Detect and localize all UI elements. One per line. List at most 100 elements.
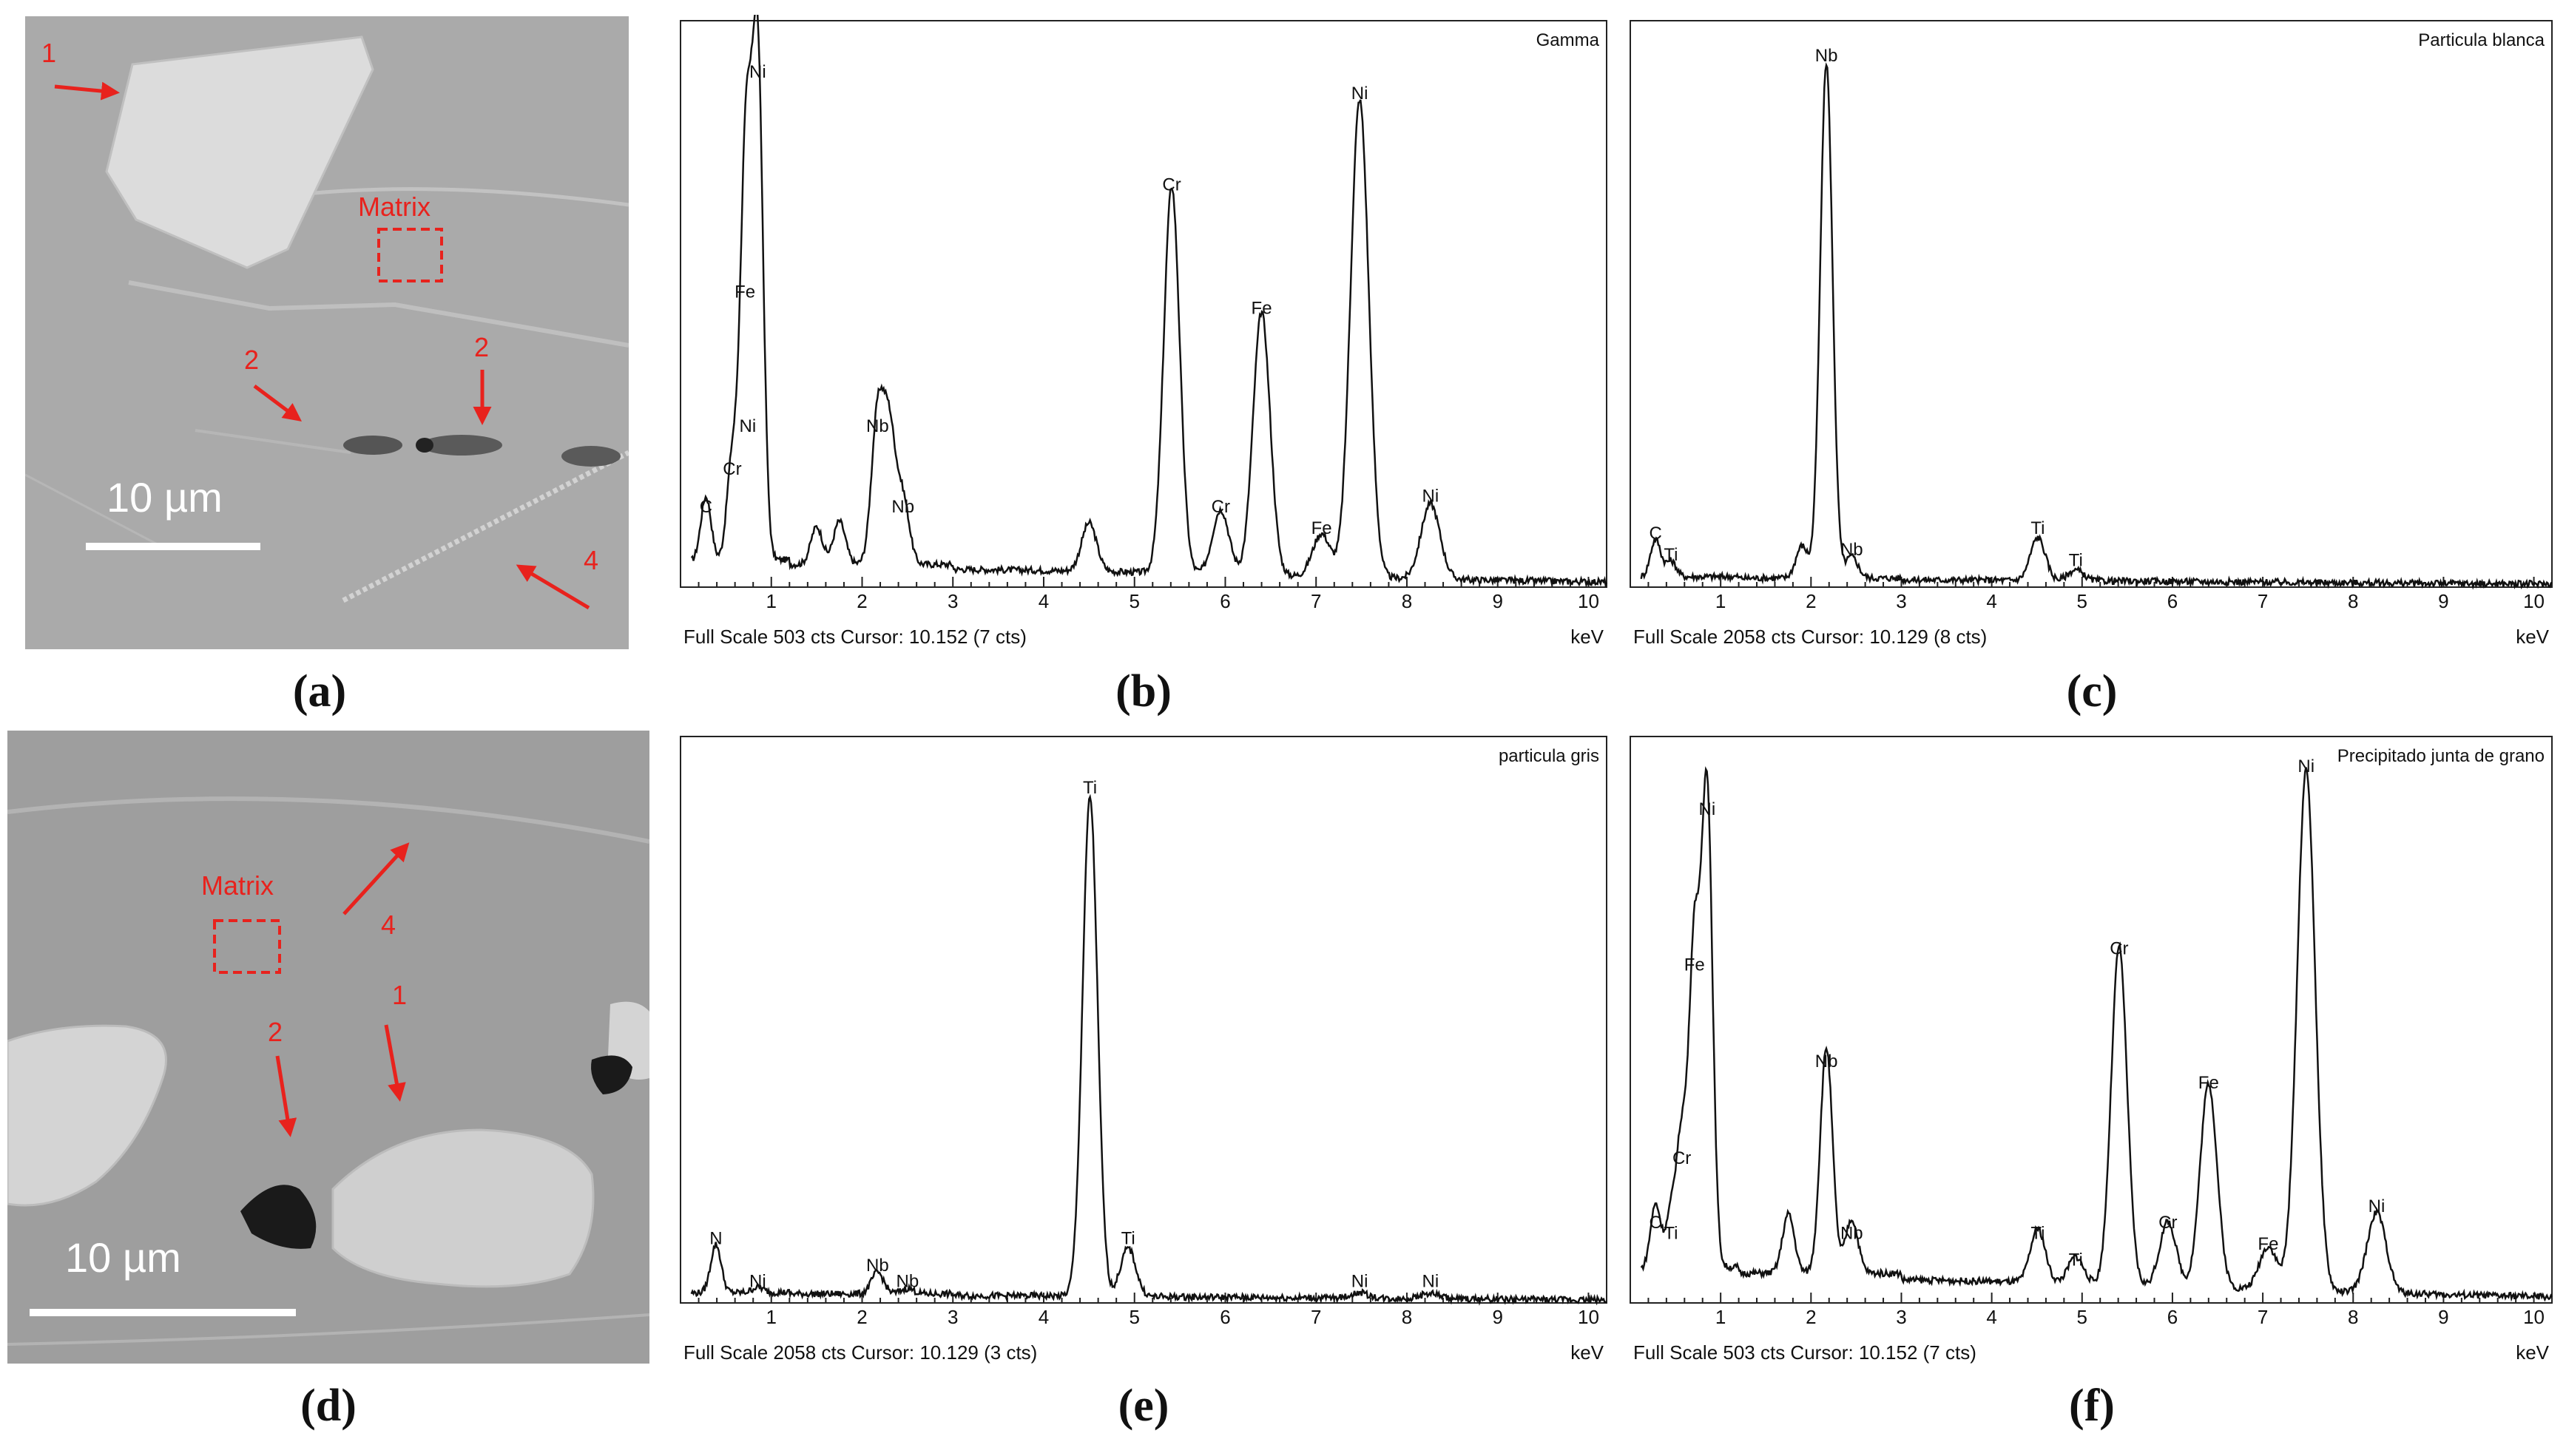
sem-a-dark-particle (343, 436, 402, 455)
peak-label: C (1650, 524, 1662, 544)
spectrum-footer: Full Scale 2058 cts Cursor: 10.129 (3 ct… (683, 1341, 1037, 1364)
sem-a-dark-particle (416, 438, 433, 453)
sem-d-scale-bar (30, 1309, 296, 1316)
peak-label: Ni (1698, 799, 1715, 819)
x-tick-label: 6 (2167, 590, 2178, 612)
spectrum-b: Gamma 1 2 3 4 5 6 7 8 9 10 Full Scale 503 cts Curso… (675, 4, 1613, 651)
x-tick-label: 10 (1578, 590, 1599, 612)
peak-label: Ti (2069, 1250, 2083, 1270)
sem-a-marker-1: 1 (41, 38, 56, 68)
x-tick-label: 8 (2348, 590, 2358, 612)
peak-label: Nb (897, 1272, 919, 1292)
peak-label: Nb (1840, 1223, 1863, 1243)
spectrum-line (690, 4, 1608, 589)
x-tick-label: 4 (1039, 590, 1049, 612)
peak-label: Ti (1121, 1229, 1135, 1249)
spectrum-footer: Full Scale 503 cts Cursor: 10.152 (7 cts… (683, 626, 1027, 648)
peak-label: C (700, 497, 712, 517)
peak-label: Cr (2158, 1213, 2177, 1233)
x-tick-label: 3 (948, 590, 958, 612)
x-tick-label: 1 (766, 590, 777, 612)
sem-d-white-particle (6, 1024, 167, 1207)
sem-a-grain-boundary (128, 280, 629, 348)
x-tick-label: 9 (1492, 590, 1502, 612)
peak-label: Ti (2069, 550, 2083, 570)
peak-label: Fe (2198, 1073, 2219, 1093)
spectrum-footer: Full Scale 2058 cts Cursor: 10.129 (8 ct… (1633, 626, 1987, 648)
x-tick-label: 2 (1806, 590, 1816, 612)
peak-label: C (1650, 1213, 1662, 1233)
peak-label: Nb (1815, 1052, 1838, 1071)
spectrum-line (1640, 62, 2553, 590)
sem-image-a-graphic: Matrix 1 2 2 4 10 µm (24, 16, 630, 649)
peak-label: Nb (1840, 540, 1863, 560)
plot-frame (1630, 20, 2553, 588)
sem-a-marker-2a: 2 (244, 345, 259, 375)
x-tick-label: 10 (2523, 590, 2545, 612)
peak-label: Fe (1252, 298, 1272, 318)
sem-image-d-graphic: Matrix 4 2 1 10 µm (6, 731, 650, 1364)
x-tick-label: 7 (2258, 590, 2268, 612)
x-tick-label: 9 (1492, 1306, 1502, 1328)
sem-image-d: Matrix 4 2 1 10 µm (6, 731, 650, 1364)
panel-label-f: (f) (2069, 1381, 2115, 1431)
x-tick-label: 4 (1039, 1306, 1049, 1328)
x-tick-label: 6 (1220, 590, 1230, 612)
peak-label: Ni (2297, 756, 2315, 776)
sem-d-grain-boundary (7, 796, 650, 844)
x-tick-label: 4 (1986, 1306, 1996, 1328)
peak-label: Ni (2369, 1196, 2386, 1216)
peak-label: Nb (866, 416, 889, 436)
sem-d-marker-1: 1 (392, 980, 407, 1010)
x-tick-label: 1 (766, 1306, 777, 1328)
x-tick-label: 10 (1578, 1306, 1599, 1328)
x-tick-label: 1 (1715, 590, 1726, 612)
plot-frame (680, 20, 1607, 588)
peak-label: Ni (749, 62, 766, 82)
x-tick-label: 2 (857, 590, 867, 612)
peak-label: Cr (723, 459, 741, 479)
sem-d-dark-particle (240, 1185, 317, 1249)
spectrum-c: Particula blanca 1 2 3 4 5 6 7 8 9 10 Full Scale 20… (1624, 15, 2558, 651)
peak-label: Ti (1083, 778, 1097, 798)
x-tick-label: 5 (2077, 1306, 2087, 1328)
x-tick-label: 2 (1806, 1306, 1816, 1328)
peak-label: Ti (2030, 518, 2045, 538)
x-tick-label: 3 (1896, 1306, 1906, 1328)
x-tick-label: 5 (1129, 590, 1139, 612)
peak-label: Nb (1815, 46, 1838, 66)
peak-label: Nb (866, 1256, 889, 1276)
spectrum-title: Particula blanca (2418, 30, 2545, 50)
sem-d-matrix-label: Matrix (201, 870, 274, 901)
sem-d-marker-4: 4 (381, 910, 396, 940)
peak-label: Fe (1311, 518, 1332, 538)
sem-d-scale-label: 10 µm (65, 1234, 181, 1281)
spectrum-e: particula gris 1 2 3 4 5 6 7 8 9 10 Full Scale 2058… (675, 731, 1613, 1367)
x-tick-label: 2 (857, 1306, 867, 1328)
spectrum-line (690, 793, 1607, 1306)
x-tick-label: 3 (948, 1306, 958, 1328)
peak-label: Cr (2110, 939, 2128, 959)
sem-d-matrix-box (213, 919, 281, 974)
x-tick-label: 3 (1896, 590, 1906, 612)
spectrum-line (1640, 766, 2553, 1302)
x-tick-label: 1 (1715, 1306, 1726, 1328)
peak-label: Ti (1664, 545, 1678, 565)
panel-label-d: (d) (300, 1381, 357, 1431)
spectrum-e-chart: particula gris 1 2 3 4 5 6 7 8 9 10 Full Scale 2058… (680, 736, 1607, 1364)
peak-label: Cr (1162, 175, 1181, 194)
x-tick-label: 4 (1986, 590, 1996, 612)
peak-label: Cr (1212, 497, 1230, 517)
peak-label: Ni (1351, 84, 1368, 104)
x-tick-label: 7 (1311, 1306, 1321, 1328)
sem-a-marker-2b: 2 (474, 332, 489, 362)
spectrum-c-chart: Particula blanca 1 2 3 4 5 6 7 8 9 10 Full Scale 20… (1630, 20, 2553, 648)
sem-image-a: Matrix 1 2 2 4 10 µm (24, 16, 630, 649)
sem-a-grain-boundary (24, 473, 166, 550)
x-tick-label: 7 (1311, 590, 1321, 612)
sem-a-white-particle (105, 35, 374, 269)
plot-frame (1630, 736, 2553, 1304)
sem-a-matrix-label: Matrix (358, 192, 431, 222)
peak-label: Ti (2030, 1223, 2045, 1243)
x-tick-label: 8 (2348, 1306, 2358, 1328)
